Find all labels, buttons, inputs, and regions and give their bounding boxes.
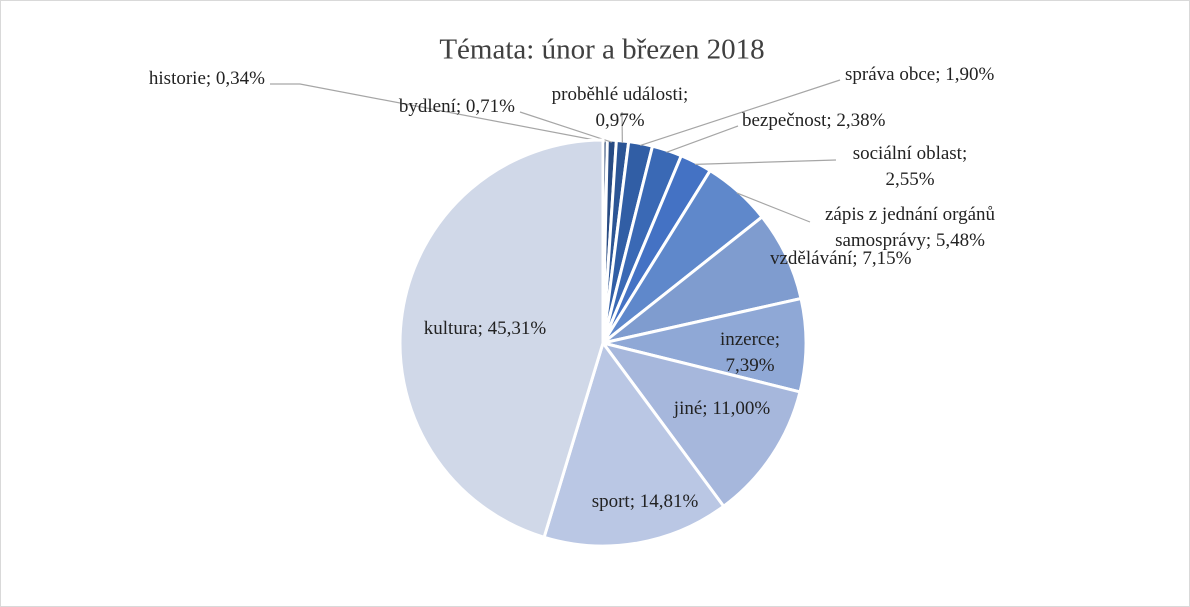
data-label-line: kultura; 45,31% [424,318,547,339]
data-label-line: vzdělávání; 7,15% [770,248,912,269]
pie-slice [599,340,802,509]
leader-line [695,159,837,165]
data-label-line: jiné; 11,00% [673,398,771,419]
leader-line [640,79,841,147]
data-label: inzerce; 7,39% [720,329,780,376]
data-label: historie; 0,34% [149,68,265,89]
chart-title: Témata: únor a březen 2018 [439,34,764,66]
data-label-line: sociální oblast; [853,143,968,164]
leader-line [519,111,612,143]
data-label-line: 0,97% [595,110,644,131]
data-label: bydlení; 0,71% [399,96,515,117]
data-label-line: sport; 14,81% [592,491,699,512]
data-label-line: bydlení; 0,71% [399,96,515,117]
leader-line [270,83,606,143]
data-label-line: správa obce; 1,90% [845,64,994,85]
data-label: proběhlé události; 0,97% [552,84,689,131]
data-label: zápis z jednání orgánů samosprávy; 5,48% [825,204,996,251]
data-label-line: 2,55% [885,169,934,190]
data-label: bezpečnost; 2,38% [742,110,886,131]
data-label: sport; 14,81% [592,491,699,512]
data-label: správa obce; 1,90% [845,64,994,85]
leader-line [666,125,739,153]
data-label: kultura; 45,31% [424,318,547,339]
data-label-line: samosprávy; 5,48% [835,230,985,251]
data-label-line: proběhlé události; [552,84,689,105]
data-label-line: historie; 0,34% [149,68,265,89]
data-label: vzdělávání; 7,15% [770,248,912,269]
data-label-line: inzerce; [720,329,780,350]
data-label-line: zápis z jednání orgánů [825,204,996,225]
data-label-line: bezpečnost; 2,38% [742,110,886,131]
data-label-line: 7,39% [725,355,774,376]
data-label: sociální oblast; 2,55% [853,143,968,190]
data-label: jiné; 11,00% [673,398,771,419]
pie-slice [398,138,605,540]
leader-line [736,192,811,223]
